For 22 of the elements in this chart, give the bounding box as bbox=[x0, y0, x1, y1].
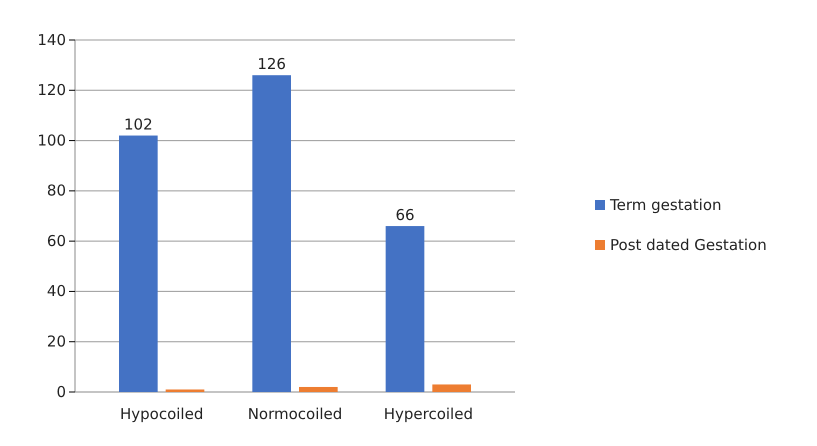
y-tick-label: 140 bbox=[37, 30, 66, 49]
y-tick-label: 60 bbox=[46, 232, 66, 250]
y-tick-label: 40 bbox=[46, 282, 66, 300]
bar bbox=[299, 386, 338, 392]
bar bbox=[252, 75, 291, 392]
x-tick-label: Hypocoiled bbox=[120, 405, 204, 423]
y-tick-label: 120 bbox=[37, 81, 66, 100]
y-tick-label: 0 bbox=[56, 382, 66, 401]
bar bbox=[386, 226, 424, 392]
legend-label: Term gestation bbox=[609, 196, 722, 214]
y-tick-label: 80 bbox=[46, 182, 66, 200]
data-label: 66 bbox=[395, 206, 415, 224]
x-tick-label: Hypercoiled bbox=[384, 405, 473, 423]
x-tick-label: Normocoiled bbox=[248, 405, 342, 423]
bar bbox=[119, 136, 158, 392]
bar bbox=[166, 389, 204, 392]
y-tick-label: 20 bbox=[46, 332, 66, 351]
data-label: 126 bbox=[257, 55, 286, 74]
y-tick-label: 100 bbox=[37, 131, 66, 150]
data-label: 102 bbox=[124, 116, 153, 134]
legend-label: Post dated Gestation bbox=[610, 236, 767, 254]
bar bbox=[432, 384, 471, 392]
